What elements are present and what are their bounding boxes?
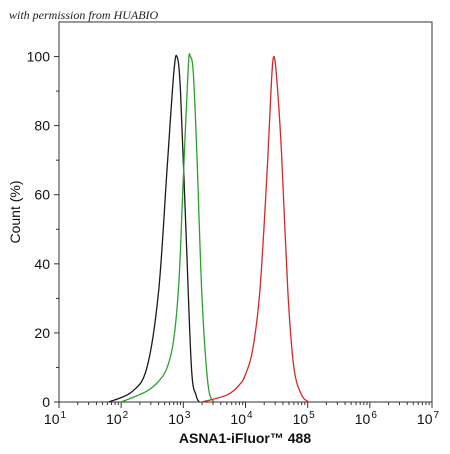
x-tick-label: 105: [293, 410, 316, 427]
x-tick-label: 107: [417, 410, 440, 427]
y-tick-label: 80: [34, 118, 50, 134]
y-tick-label: 20: [34, 325, 50, 341]
y-axis-ticks: 0 20 40 60 80 100: [27, 49, 59, 410]
x-tick-label: 103: [168, 410, 191, 427]
watermark-text: with permission from HUABIO: [9, 8, 159, 22]
x-tick-label: 106: [355, 410, 378, 427]
y-axis-title: Count (%): [7, 180, 23, 243]
series-group: [108, 53, 310, 403]
series-1-line: [108, 54, 200, 403]
x-axis-ticks: 101 102 103 104 105 106 107: [44, 402, 440, 427]
y-tick-label: 40: [34, 256, 50, 272]
x-axis-title: ASNA1-iFluor™ 488: [179, 430, 311, 446]
x-tick-label: 104: [230, 410, 253, 427]
series-3-line: [201, 55, 310, 403]
plot-frame: [58, 21, 433, 403]
y-tick-label: 100: [27, 49, 51, 65]
x-tick-label: 102: [106, 410, 129, 427]
y-tick-label: 60: [34, 187, 50, 203]
series-2-line: [120, 53, 215, 403]
x-tick-label: 101: [44, 410, 67, 427]
y-tick-label: 0: [42, 394, 50, 410]
